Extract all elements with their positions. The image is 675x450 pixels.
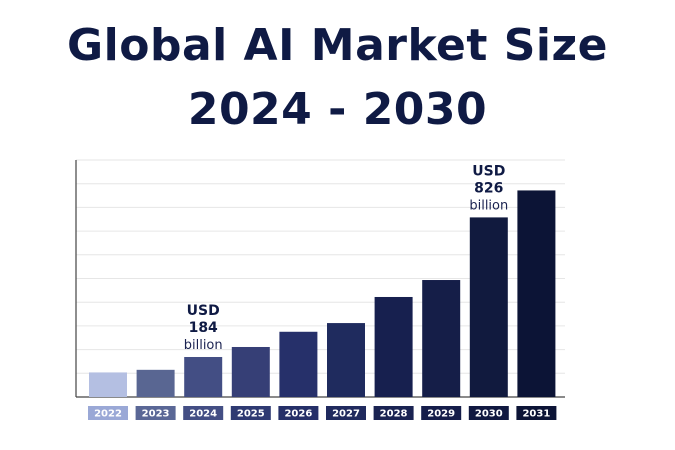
annotation-currency-2024: USD (187, 303, 220, 319)
bar-2024 (184, 356, 223, 397)
tick-label-2023: 2023 (142, 409, 170, 420)
tick-label-2025: 2025 (237, 409, 265, 420)
bar-2025 (231, 346, 270, 397)
tick-label-2029: 2029 (427, 409, 455, 420)
bar-2029 (422, 280, 461, 397)
tick-label-bg-2028 (373, 406, 414, 420)
tick-label-2024: 2024 (189, 409, 217, 420)
bar-2026 (279, 331, 318, 397)
x-tick-labels: 2022 2023 2024 2025 2026 2027 2028 2029 2030 2031 (88, 406, 557, 420)
tick-label-2030: 2030 (475, 409, 503, 420)
annotation-unit-2024: billion (184, 338, 223, 353)
tick-label-2026: 2026 (284, 409, 312, 420)
annotation-unit-2030: billion (469, 198, 508, 213)
tick-label-bg-2030 (468, 406, 509, 420)
chart-title-line-2: 2024 - 2030 (187, 84, 488, 135)
bar-2022 (89, 372, 127, 397)
tick-label-bg-2024 (183, 406, 224, 420)
bar-2031 (517, 190, 556, 397)
chart-title-line-1: Global AI Market Size (67, 20, 608, 71)
bar-2023 (136, 369, 175, 397)
bar-2028 (374, 296, 413, 397)
annotation-value-2030: 826 (474, 180, 503, 196)
tick-label-bg-2025 (230, 406, 271, 420)
tick-label-bg-2023 (135, 406, 176, 420)
tick-label-bg-2031 (516, 406, 557, 420)
tick-label-bg-2022 (88, 406, 128, 420)
annotation-currency-2030: USD (472, 163, 505, 179)
annotation-value-2024: 184 (189, 320, 218, 336)
tick-label-2027: 2027 (332, 409, 360, 420)
tick-label-bg-2027 (326, 406, 366, 420)
tick-label-2031: 2031 (522, 409, 550, 420)
tick-label-2028: 2028 (380, 409, 408, 420)
tick-label-2022: 2022 (94, 409, 122, 420)
bars-group (89, 190, 556, 397)
bar-2027 (327, 323, 365, 397)
bar-2030 (469, 217, 508, 397)
tick-label-bg-2026 (278, 406, 319, 420)
tick-label-bg-2029 (421, 406, 462, 420)
